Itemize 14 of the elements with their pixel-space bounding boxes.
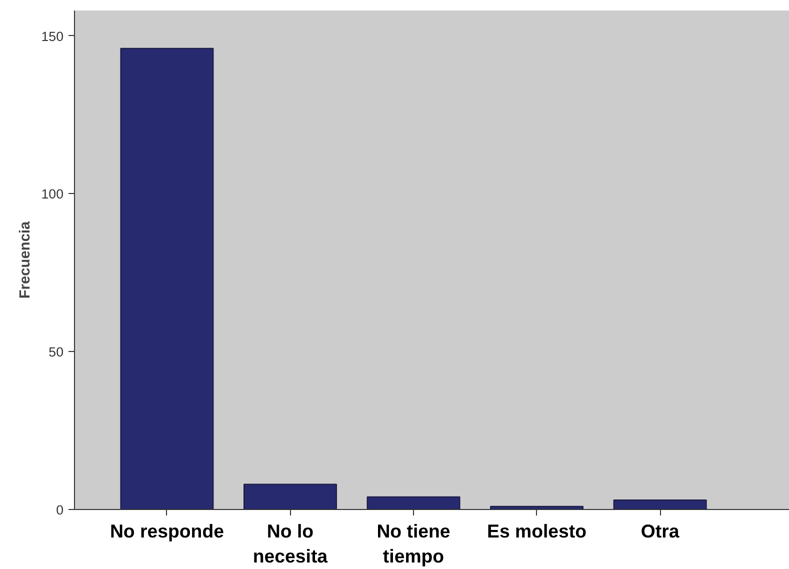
x-tick-label: No lo necesita xyxy=(252,520,328,567)
bar xyxy=(613,500,707,510)
y-tick-label: 100 xyxy=(41,186,64,202)
x-tick-label: Otra xyxy=(640,520,680,542)
bar xyxy=(366,496,460,510)
bar xyxy=(244,484,337,510)
y-tick-label: 150 xyxy=(41,28,64,44)
x-tick-label: No tiene tiempo xyxy=(376,520,450,567)
y-tick-label: 0 xyxy=(56,502,64,518)
y-tick-label: 50 xyxy=(48,344,64,360)
x-tick-label: No responde xyxy=(110,520,224,542)
x-tick-label: Es molesto xyxy=(487,520,587,542)
bar xyxy=(120,48,214,510)
y-axis-title: Frecuencia xyxy=(17,220,34,299)
